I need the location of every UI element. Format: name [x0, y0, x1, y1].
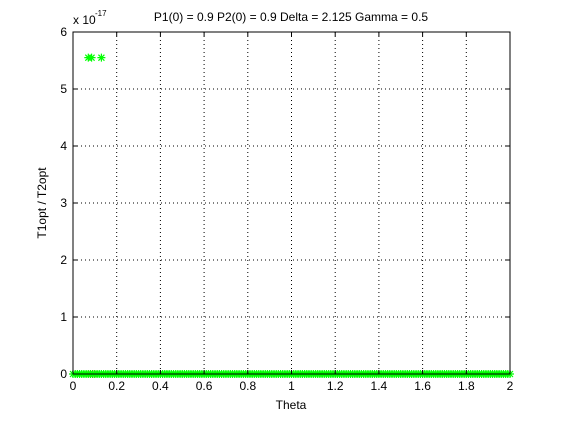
grid-lines — [73, 32, 510, 374]
x-tick-label: 0.4 — [152, 379, 169, 393]
y-tick-label: 4 — [60, 139, 67, 153]
axis-ticks: 0 0.2 0.4 0.6 0.8 1 1.2 1.4 1.6 1.8 2 0 1 2 3 4 5 6 — [60, 25, 513, 393]
y-tick-label: 1 — [60, 310, 67, 324]
y-axis-multiplier-exponent: -17 — [95, 9, 107, 18]
data-point-green-outlier — [97, 53, 106, 62]
data-series — [69, 53, 514, 378]
x-tick-label: 0 — [70, 379, 77, 393]
y-tick-label: 3 — [60, 196, 67, 210]
x-tick-label: 0.2 — [108, 379, 125, 393]
y-tick-label: 6 — [60, 25, 67, 39]
x-axis-label: Theta — [276, 398, 307, 412]
x-tick-label: 2 — [507, 379, 514, 393]
x-tick-label: 1.8 — [458, 379, 475, 393]
x-tick-label: 0.6 — [196, 379, 213, 393]
data-point-green-outlier — [87, 53, 96, 62]
y-axis-label: T1opt / T2opt — [35, 167, 49, 239]
x-tick-label: 1.2 — [327, 379, 344, 393]
plot-area-frame — [72, 31, 511, 375]
y-tick-label: 5 — [60, 82, 67, 96]
chart-title: P1(0) = 0.9 P2(0) = 0.9 Delta = 2.125 Ga… — [154, 10, 428, 24]
x-tick-label: 1.6 — [414, 379, 431, 393]
y-tick-label: 2 — [60, 253, 67, 267]
x-tick-label: 1.4 — [371, 379, 388, 393]
y-tick-label: 0 — [60, 367, 67, 381]
x-tick-label: 0.8 — [239, 379, 256, 393]
x-tick-label: 1 — [288, 379, 295, 393]
y-axis-multiplier: x 10 — [73, 13, 96, 27]
